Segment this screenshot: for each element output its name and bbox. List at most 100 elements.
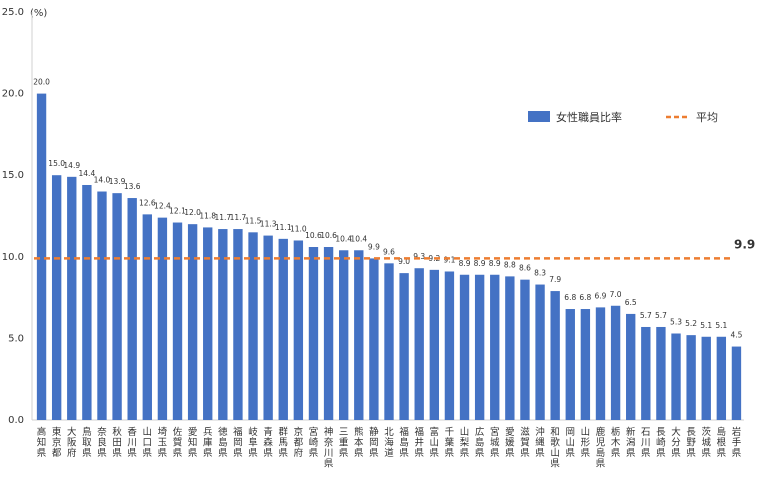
x-tick-label: 秋田県 — [112, 426, 122, 459]
bar — [444, 271, 455, 420]
x-tick-label: 高知県 — [37, 426, 47, 459]
bar — [36, 93, 47, 420]
data-label: 5.1 — [715, 321, 727, 330]
x-tick-label: 千葉県 — [445, 427, 455, 459]
bar — [233, 229, 243, 420]
data-label: 15.0 — [48, 159, 65, 168]
legend-label-bar: 女性職員比率 — [556, 110, 622, 124]
data-label: 14.9 — [63, 161, 80, 170]
data-label: 5.3 — [670, 318, 682, 327]
bar — [626, 313, 636, 420]
bar — [278, 238, 288, 420]
data-label: 5.7 — [655, 311, 667, 320]
bar — [520, 279, 530, 420]
data-label: 20.0 — [33, 78, 50, 87]
y-tick-label: 15.0 — [2, 170, 24, 181]
y-tick-label: 25.0 — [2, 7, 24, 18]
x-tick-label: 鳥取県 — [82, 426, 92, 459]
bar — [248, 232, 258, 420]
data-label: 11.3 — [260, 220, 277, 229]
bar — [51, 175, 62, 420]
x-tick-label: 山口県 — [143, 427, 153, 459]
data-label: 7.9 — [549, 275, 561, 284]
data-label: 10.4 — [335, 234, 352, 243]
bar — [354, 250, 364, 420]
x-tick-label: 大阪府 — [67, 426, 77, 459]
x-tick-label: 福井県 — [414, 426, 424, 459]
data-labels: 20.0 15.014.914.414.013.913.6 12.612.412.1… — [33, 78, 742, 340]
bar — [323, 247, 334, 420]
data-label: 6.8 — [579, 293, 591, 302]
data-label: 8.9 — [489, 259, 501, 268]
x-tick-label: 愛媛県 — [505, 426, 515, 459]
data-label: 6.8 — [564, 293, 576, 302]
bar — [474, 274, 485, 420]
bar — [399, 273, 409, 420]
bar — [414, 268, 424, 420]
data-label: 12.6 — [139, 198, 156, 207]
data-label: 8.9 — [459, 259, 471, 268]
x-tick-label: 福島県 — [399, 426, 409, 459]
data-label: 12.0 — [184, 208, 201, 217]
x-tick-label: 富山県 — [430, 426, 440, 459]
bar — [580, 309, 591, 420]
data-label: 5.1 — [700, 321, 712, 330]
y-tick-label: 10.0 — [2, 252, 24, 263]
x-tick-label: 兵庫県 — [203, 426, 213, 459]
bar — [671, 333, 681, 420]
x-tick-label: 愛知県 — [188, 426, 198, 459]
data-label: 8.6 — [519, 264, 531, 273]
data-label: 13.9 — [109, 177, 126, 186]
x-tick-label: 長野県 — [686, 427, 696, 459]
data-label: 4.5 — [730, 331, 742, 340]
data-label: 10.4 — [350, 234, 367, 243]
x-tick-label: 東京都 — [52, 426, 62, 459]
x-tick-label: 鹿児島県 — [596, 426, 606, 470]
data-label: 6.9 — [595, 291, 607, 300]
data-label: 12.4 — [154, 202, 171, 211]
bar — [550, 291, 560, 420]
data-label: 10.6 — [305, 231, 322, 240]
x-tick-label: 宮城県 — [490, 426, 500, 459]
x-tick-label: 京都府 — [294, 426, 304, 459]
data-label: 5.2 — [685, 319, 697, 328]
x-tick-label: 石川県 — [641, 427, 651, 459]
bar — [459, 274, 470, 420]
bar — [157, 217, 168, 420]
y-tick-label: 0.0 — [8, 415, 24, 426]
x-tick-label: 長崎県 — [656, 427, 666, 459]
bar — [263, 235, 273, 420]
data-label: 5.7 — [640, 311, 652, 320]
x-tick-label: 岡山県 — [566, 427, 576, 459]
bar — [218, 229, 228, 420]
bar — [127, 198, 137, 420]
x-tick-label: 大分県 — [671, 426, 681, 459]
bar — [535, 284, 545, 420]
data-label: 9.1 — [443, 255, 455, 264]
y-tick-label: 5.0 — [8, 333, 24, 344]
x-tick-label: 岩手県 — [732, 426, 742, 459]
data-label: 11.0 — [290, 224, 307, 233]
bar — [308, 247, 319, 420]
x-tick-label: 島根県 — [717, 426, 727, 459]
x-tick-label: 佐賀県 — [173, 426, 183, 459]
bar — [82, 184, 92, 420]
bar — [369, 258, 379, 420]
data-label: 13.6 — [124, 182, 141, 191]
legend-swatch-bar — [528, 111, 550, 122]
bar — [172, 222, 183, 420]
y-axis-unit-label: (%) — [30, 8, 47, 19]
x-tick-label: 北海道 — [384, 427, 394, 459]
bar — [716, 336, 727, 420]
data-label: 14.4 — [79, 169, 96, 178]
bar-series — [36, 93, 742, 420]
x-axis-labels: 高知県東京都大阪府鳥取県奈良県秋田県香川県山口県埼玉県佐賀県愛知県兵庫県徳島県福… — [37, 426, 742, 470]
x-tick-label: 熊本県 — [354, 426, 364, 459]
bar — [429, 269, 440, 420]
data-label: 14.0 — [94, 176, 111, 185]
bar — [203, 227, 213, 420]
bar — [565, 309, 575, 420]
bar — [610, 305, 621, 420]
